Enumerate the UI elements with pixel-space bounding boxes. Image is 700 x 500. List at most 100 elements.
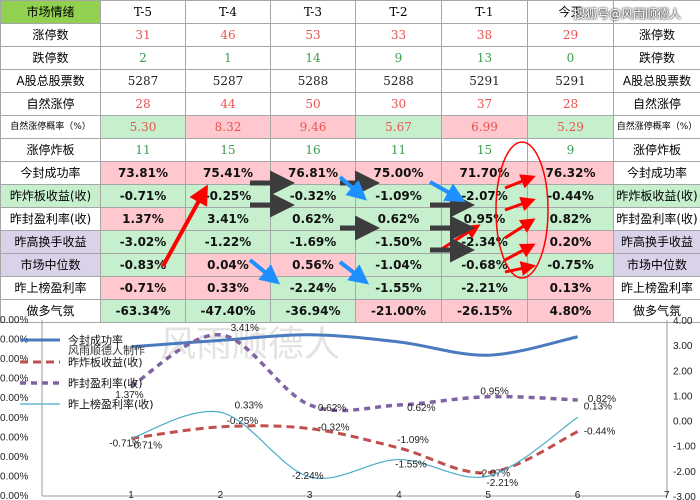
table-cell: 0	[527, 46, 614, 70]
table-cell: 5.67	[355, 115, 442, 139]
x-axis-tick: 3	[307, 490, 313, 500]
left-axis-tick: 0.00%	[0, 452, 28, 463]
table-cell: 9.46	[270, 115, 356, 139]
left-axis-tick: 0.00%	[0, 315, 28, 326]
data-label: -1.55%	[395, 460, 427, 471]
table-cell: 1	[185, 46, 271, 70]
table-cell: 28	[100, 92, 186, 116]
row-label: 跌停数	[0, 46, 101, 70]
left-axis-tick: 0.00%	[0, 393, 28, 404]
legend-label: 昨炸板收益(收)	[68, 355, 143, 369]
row-label-right: 跌停数	[613, 46, 700, 70]
row-label: 昨高换手收益	[0, 230, 101, 254]
right-axis-tick: -1.00	[673, 442, 696, 453]
table-cell: 9	[355, 46, 442, 70]
table-cell: -63.34%	[100, 299, 186, 323]
left-axis-tick: 0.00%	[0, 471, 28, 482]
table-cell: 50	[270, 92, 356, 116]
left-axis-tick: 0.00%	[0, 491, 28, 500]
data-label: -2.24%	[292, 471, 324, 482]
table-cell: 0.20%	[527, 230, 614, 254]
table-cell: 44	[185, 92, 271, 116]
column-header: T-2	[355, 0, 442, 24]
table-cell: 15	[185, 138, 271, 162]
left-axis-tick: 0.00%	[0, 335, 28, 346]
table-cell: 0.95%	[441, 207, 528, 231]
table-cell: 75.41%	[185, 161, 271, 185]
table-cell: 53	[270, 23, 356, 47]
row-label: 自然涨停概率（%）	[0, 115, 101, 139]
table-row: 涨停炸板 11 15 16 11 15 9 涨停炸板	[0, 138, 700, 162]
table-cell: 0.04%	[185, 253, 271, 277]
table-cell: 46	[185, 23, 271, 47]
row-label-right: A股总股票数	[613, 69, 700, 93]
data-label: 0.82%	[588, 394, 616, 405]
series-line	[131, 410, 579, 479]
table-cell: 29	[527, 23, 614, 47]
data-label: -2.21%	[486, 478, 518, 489]
row-label-right: 昨高换手收益	[613, 230, 700, 254]
table-cell: 0.33%	[185, 276, 271, 300]
chart-watermark: 风雨顺德人	[160, 324, 340, 365]
table-cell: -0.71%	[100, 184, 186, 208]
data-label: 0.33%	[235, 400, 263, 411]
table-cell: -2.07%	[441, 184, 528, 208]
table-cell: 3.41%	[185, 207, 271, 231]
table-cell: 5291	[527, 69, 614, 93]
watermark-text: 搜狐号@风雨顺德人	[573, 7, 682, 21]
right-axis-tick: 4.00	[673, 316, 693, 327]
row-label: 涨停数	[0, 23, 101, 47]
data-label: 0.13%	[584, 401, 612, 412]
table-cell: -2.24%	[270, 276, 356, 300]
table-cell: -0.32%	[270, 184, 356, 208]
table-cell: -0.68%	[441, 253, 528, 277]
x-axis-tick: 6	[575, 490, 581, 500]
series-line	[131, 424, 579, 475]
right-axis-tick: 1.00	[673, 391, 693, 402]
table-row: 涨停数 31 46 53 33 38 29 涨停数	[0, 23, 700, 47]
table-cell: -0.75%	[527, 253, 614, 277]
row-label: 做多气氛	[0, 299, 101, 323]
row-label-right: 昨封盈利率(收)	[613, 207, 700, 231]
row-label: 昨封盈利率(收)	[0, 207, 101, 231]
table-cell: 0.62%	[270, 207, 356, 231]
table-cell: 5.30	[100, 115, 186, 139]
table-cell: -2.21%	[441, 276, 528, 300]
table-cell: 11	[100, 138, 186, 162]
row-label-right: 自然涨停概率（%）	[613, 115, 700, 139]
table-cell: -3.02%	[100, 230, 186, 254]
table-header-row: 市场情绪 T-5 T-4 T-3 T-2 T-1 今天	[0, 0, 700, 24]
row-label-right: 涨停炸板	[613, 138, 700, 162]
x-axis-tick: 5	[485, 490, 491, 500]
table-cell: 0.82%	[527, 207, 614, 231]
data-label: 1.37%	[115, 390, 143, 401]
table-row: 昨封盈利率(收) 1.37% 3.41% 0.62% 0.62% 0.95% 0.82% 昨封…	[0, 207, 700, 231]
row-label: 市场中位数	[0, 253, 101, 277]
table-cell: -2.34%	[441, 230, 528, 254]
chart-credit: 风雨顺德人制作	[68, 343, 145, 357]
table-cell: 6.99	[441, 115, 528, 139]
table-cell: -47.40%	[185, 299, 271, 323]
table-row: 做多气氛 -63.34% -47.40% -36.94% -21.00% -26.15% 4…	[0, 299, 700, 323]
right-axis-tick: 3.00	[673, 341, 693, 352]
row-label: 自然涨停	[0, 92, 101, 116]
table-row: 昨高换手收益 -3.02% -1.22% -1.69% -1.50% -2.34% 0.20…	[0, 230, 700, 254]
right-axis-tick: 2.00	[673, 366, 693, 377]
table-row: 昨上榜盈利率 -0.71% 0.33% -2.24% -1.55% -2.21% 0.13%…	[0, 276, 700, 300]
table-cell: -1.04%	[355, 253, 442, 277]
market-sentiment-table: 市场情绪 T-5 T-4 T-3 T-2 T-1 今天 涨停数 31 46 53 33 38 29 涨停数跌…	[0, 0, 700, 323]
table-cell: 5287	[100, 69, 186, 93]
table-cell: -1.22%	[185, 230, 271, 254]
table-cell: 2	[100, 46, 186, 70]
table-cell: 31	[100, 23, 186, 47]
table-cell: -21.00%	[355, 299, 442, 323]
table-cell: 0.13%	[527, 276, 614, 300]
data-label: 0.95%	[480, 387, 508, 398]
table-corner-label: 市场情绪	[0, 0, 101, 24]
row-label-right: 市场中位数	[613, 253, 700, 277]
left-axis-tick: 0.00%	[0, 354, 28, 365]
series-line	[131, 333, 579, 357]
data-label: -0.71%	[130, 440, 162, 451]
table-cell: 0.56%	[270, 253, 356, 277]
data-label: 0.62%	[318, 403, 346, 414]
